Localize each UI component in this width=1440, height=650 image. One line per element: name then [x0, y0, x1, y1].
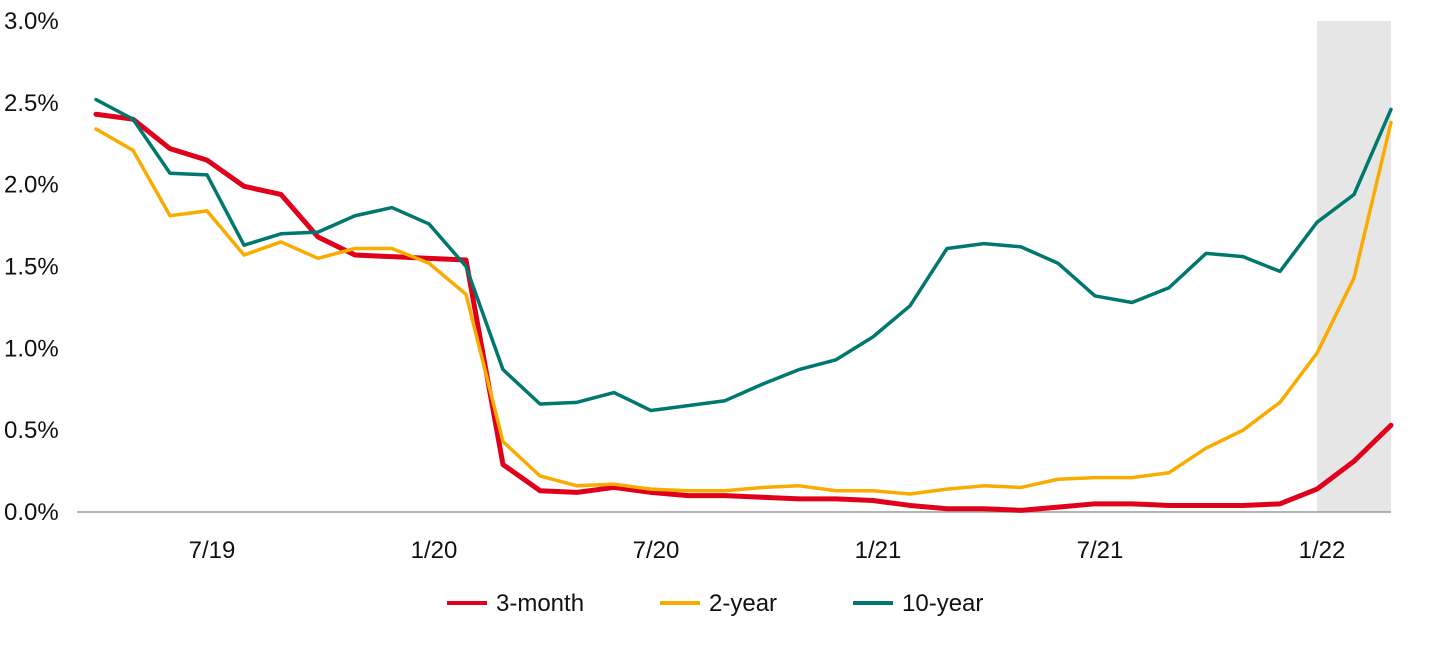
y-axis: 0.0% 0.5% 1.0% 1.5% 2.0% 2.5% 3.0% — [4, 8, 59, 526]
x-tick-label: 7/19 — [189, 537, 236, 564]
legend-label-10-year: 10-year — [902, 590, 983, 617]
x-axis: 7/19 1/20 7/20 1/21 7/21 1/22 — [77, 511, 1391, 564]
x-tick-label: 1/20 — [411, 537, 458, 564]
series-line-2-year — [94, 120, 1393, 496]
x-tick-label: 1/22 — [1299, 537, 1346, 564]
x-tick-label: 7/20 — [633, 537, 680, 564]
shaded-region-layer — [1317, 21, 1391, 512]
y-tick-label: 2.5% — [4, 90, 59, 117]
legend-label-3-month: 3-month — [496, 590, 584, 617]
shaded-region — [1317, 21, 1391, 512]
x-tick-label: 1/21 — [855, 537, 902, 564]
y-tick-label: 3.0% — [4, 8, 59, 35]
x-tick-label: 7/21 — [1077, 537, 1124, 564]
y-tick-label: 0.0% — [4, 499, 59, 526]
y-tick-label: 1.5% — [4, 254, 59, 281]
series-lines — [93, 97, 1394, 513]
legend-label-2-year: 2-year — [709, 590, 777, 617]
y-tick-label: 0.5% — [4, 417, 59, 444]
series-line-10-year — [94, 97, 1393, 413]
legend: 3-month 2-year 10-year — [447, 590, 983, 617]
y-tick-label: 2.0% — [4, 172, 59, 199]
y-tick-label: 1.0% — [4, 335, 59, 362]
series-line-3-month — [93, 111, 1394, 513]
